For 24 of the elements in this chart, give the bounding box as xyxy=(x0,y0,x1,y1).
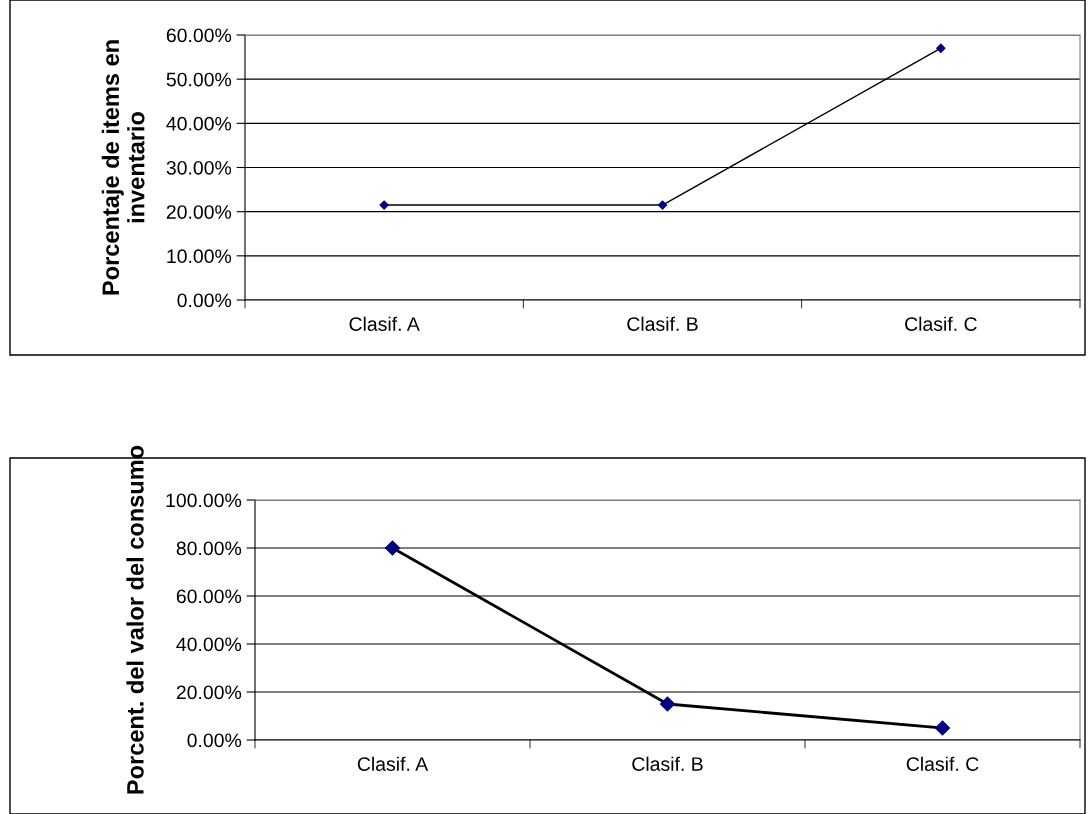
x-tick-label: Clasif. B xyxy=(632,756,703,771)
y-tick-label: 20.00% xyxy=(176,685,242,700)
point xyxy=(934,720,951,736)
y-tick-label: 0.00% xyxy=(187,733,242,748)
x-tick-label: Clasif. C xyxy=(906,756,979,771)
x-tick-label: Clasif. B xyxy=(627,316,698,331)
y-tick-label: 60.00% xyxy=(166,28,232,43)
y-axis-title: Porcentaje de items en inventario xyxy=(101,40,145,295)
y-tick-label: 60.00% xyxy=(176,589,242,604)
y-tick-label: 50.00% xyxy=(166,72,232,87)
y-tick-label: 20.00% xyxy=(166,205,232,219)
y-tick-label: 80.00% xyxy=(176,541,242,556)
x-tick-label: Clasif. C xyxy=(905,316,977,331)
point xyxy=(659,696,676,712)
y-tick-label: 30.00% xyxy=(166,160,232,175)
point xyxy=(384,540,401,556)
y-tick-label: 0.00% xyxy=(177,293,232,308)
y-tick-label: 10.00% xyxy=(167,249,232,264)
y-axis-title: Porcent. del valor del consumo xyxy=(126,445,144,794)
y-tick-label: 40.00% xyxy=(176,637,242,652)
x-tick-label: Clasif. A xyxy=(357,756,429,771)
y-tick-label: 40.00% xyxy=(166,116,232,131)
y-tick-label: 100.00% xyxy=(166,493,242,508)
x-tick-label: Clasif. A xyxy=(349,316,420,331)
